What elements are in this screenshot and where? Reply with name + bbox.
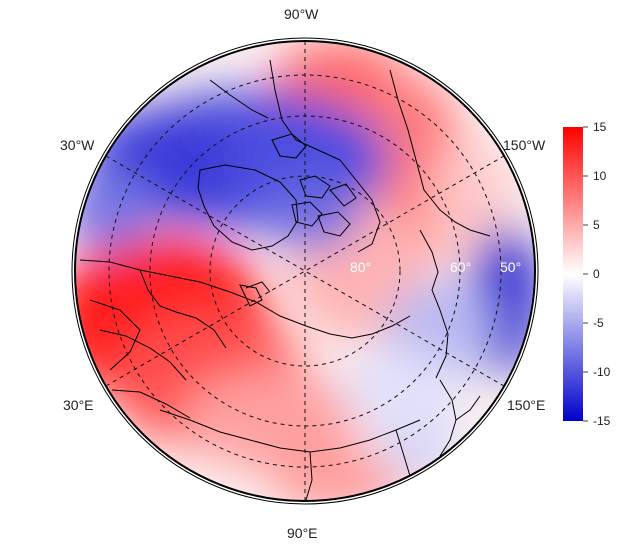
lat-label-50: 50° — [500, 259, 522, 275]
map-boundary — [74, 40, 536, 502]
colorbar-tick-label: 10 — [593, 169, 607, 183]
graticule — [105, 41, 505, 501]
colorbar-tick-label: 5 — [593, 218, 600, 232]
lon-label-lower-right: 150°E — [507, 397, 546, 413]
colorbar-tick-label: -10 — [593, 365, 611, 379]
lat-label-80: 80° — [350, 259, 372, 275]
colorbar-tick-label: 0 — [593, 267, 600, 281]
lon-label-bottom: 90°E — [287, 525, 318, 541]
colorbar-tick-label: 15 — [593, 120, 607, 134]
map-boundary-outer — [71, 37, 539, 505]
colorbar — [563, 127, 583, 421]
latitude-circle-80 — [209, 175, 401, 367]
anomaly-field — [75, 41, 535, 501]
lon-label-upper-left: 30°W — [60, 137, 95, 153]
lon-label-upper-right: 150°W — [503, 137, 546, 153]
lat-label-60: 60° — [450, 259, 472, 275]
lon-label-lower-left: 30°E — [63, 397, 94, 413]
colorbar-ticks — [583, 126, 588, 422]
lon-label-top: 90°W — [284, 6, 319, 22]
colorbar-tick-label: -15 — [593, 414, 611, 428]
colorbar-tick-label: -5 — [593, 316, 604, 330]
